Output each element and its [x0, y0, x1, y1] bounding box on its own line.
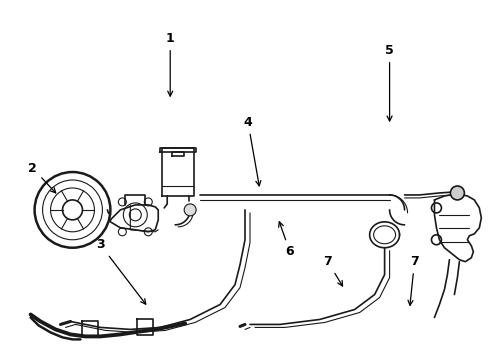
Text: 1: 1: [166, 32, 174, 96]
Text: 7: 7: [408, 255, 419, 305]
Text: 5: 5: [385, 44, 394, 121]
Text: 6: 6: [279, 222, 294, 258]
Text: 4: 4: [244, 116, 261, 186]
Text: 3: 3: [96, 238, 146, 304]
Circle shape: [450, 186, 465, 200]
Text: 7: 7: [323, 255, 343, 286]
Text: 2: 2: [28, 162, 56, 193]
Circle shape: [184, 204, 196, 216]
